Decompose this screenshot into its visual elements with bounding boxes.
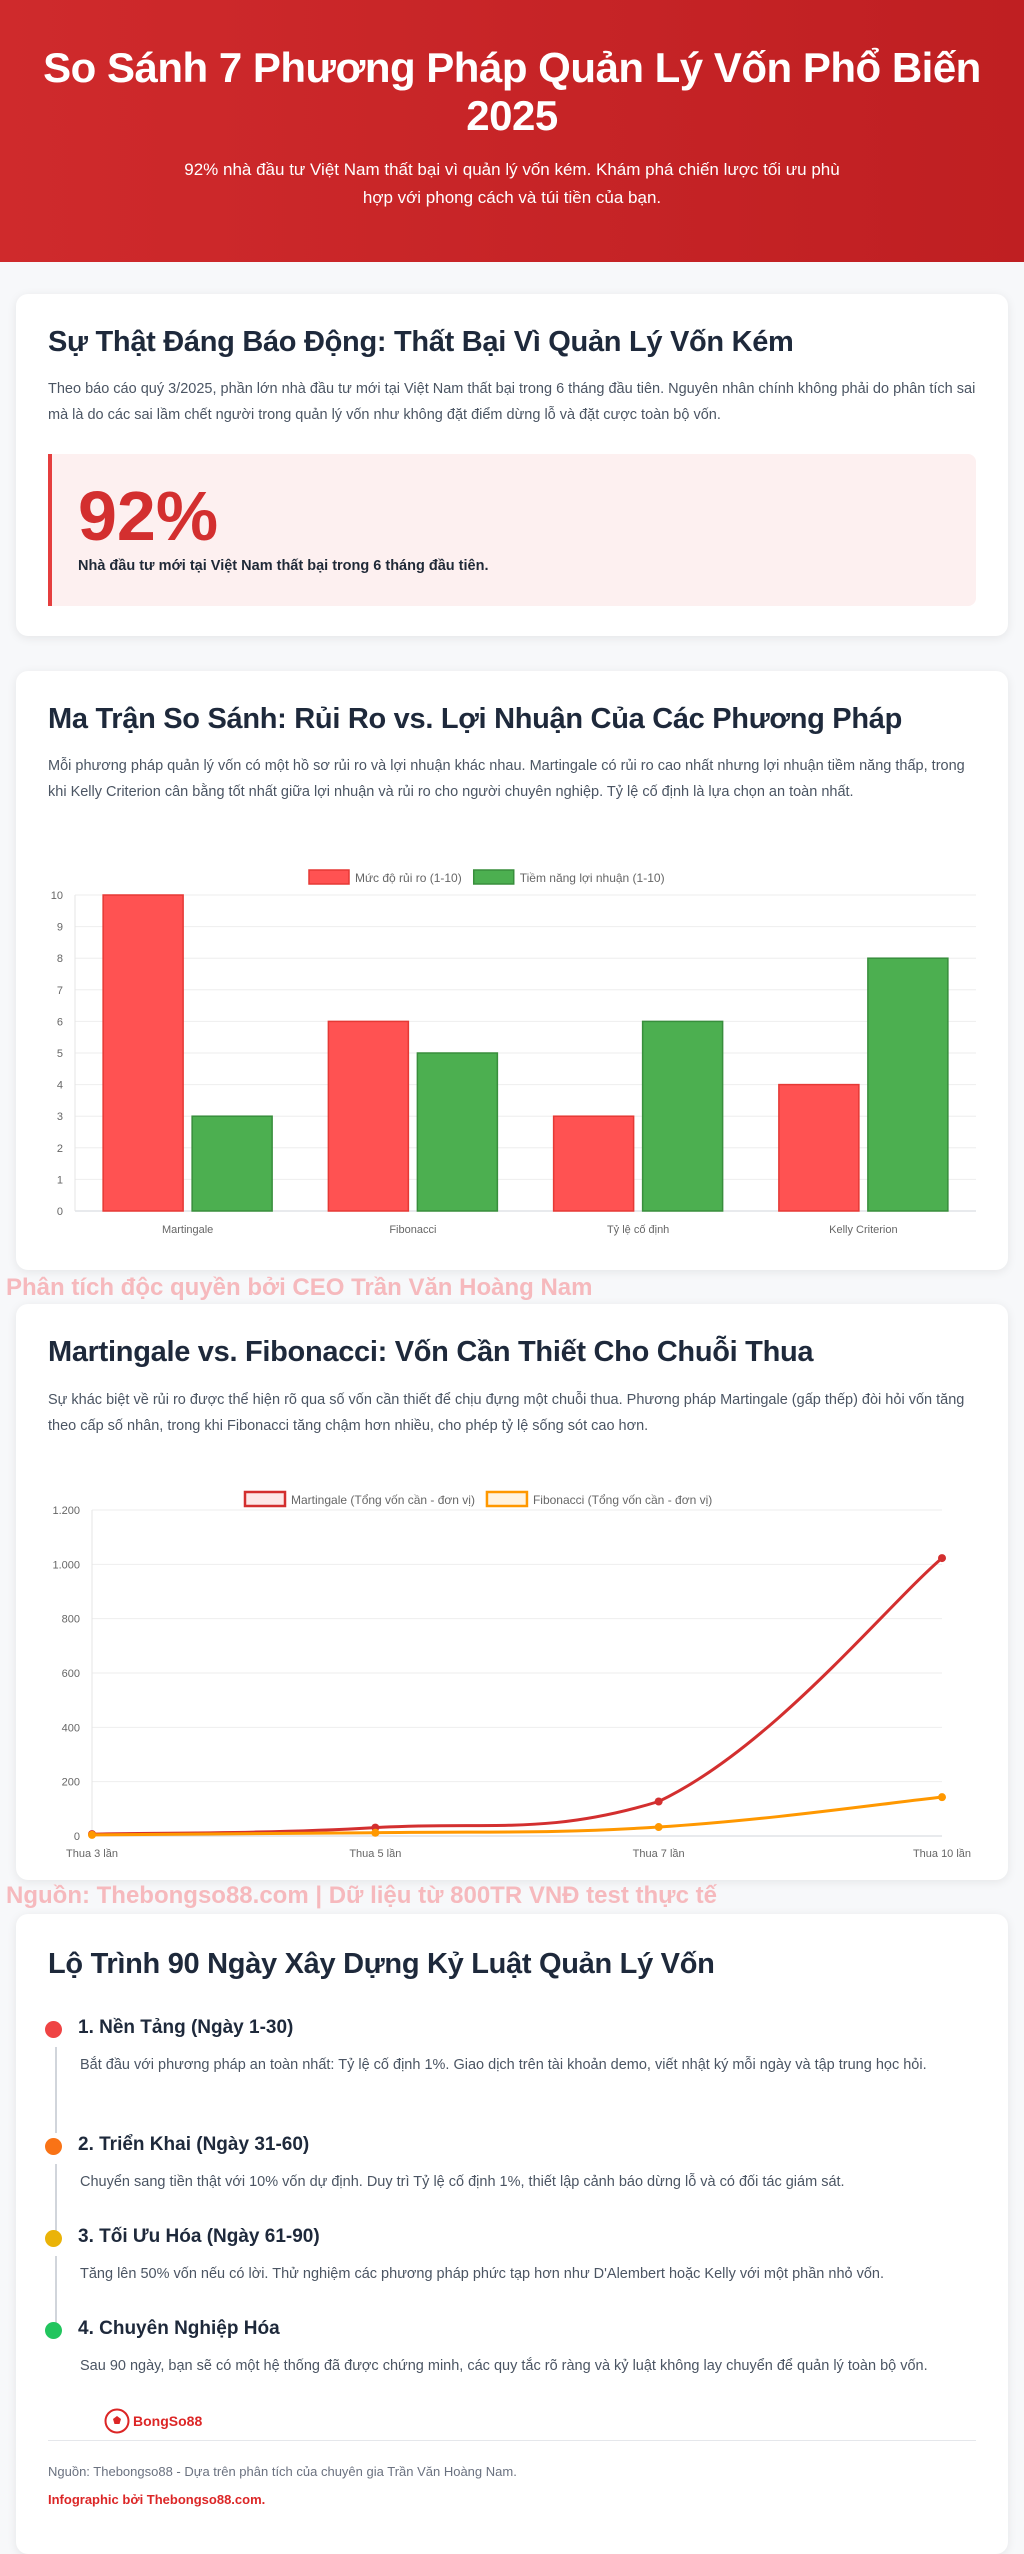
y-tick-label: 800 (62, 1614, 80, 1626)
step-dot-icon (45, 2138, 62, 2155)
capital-line-chart: 0 200 400 600 800 1.000 1.200 Thua 3 lần Thua 5 … (52, 1490, 971, 1860)
section-title: Ma Trận So Sánh: Rủi Ro vs. Lợi Nhuận Củ… (48, 703, 903, 735)
section-text: Sự khác biệt về rủi ro được thể hiện rõ … (48, 1392, 965, 1434)
logo-text: BongSo88 (133, 2413, 203, 2429)
step-dot-icon (45, 2021, 62, 2038)
series-line (91, 1795, 943, 1837)
x-tick-label: Thua 10 lần (913, 1848, 971, 1860)
data-point (938, 1793, 946, 1802)
legend-label: Martingale (Tổng vốn cần - đơn vị) (291, 1493, 475, 1507)
y-tick-label: 5 (57, 1048, 63, 1060)
legend-label: Tiềm năng lợi nhuận (1-10) (520, 871, 665, 885)
y-tick-label: 0 (74, 1831, 80, 1843)
data-point (654, 1797, 663, 1806)
bar-risk (102, 894, 184, 1212)
legend-swatch (243, 1490, 287, 1508)
x-tick-label: Thua 3 lần (66, 1848, 118, 1860)
timeline-line (55, 2164, 57, 2240)
legend-label: Mức độ rủi ro (1-10) (355, 871, 462, 885)
bar-risk (327, 1020, 410, 1212)
timeline-line (55, 2256, 57, 2332)
stat-callout: 92% Nhà đầu tư mới tại Việt Nam thất bại… (48, 454, 976, 606)
step-title: 3. Tối Ưu Hóa (Ngày 61-90) (78, 2226, 320, 2247)
x-tick-label: Thua 7 lần (633, 1848, 685, 1860)
y-tick-label: 6 (57, 1016, 63, 1028)
timeline-line (55, 2047, 57, 2133)
y-tick-label: 10 (51, 890, 63, 902)
x-tick-label: Martingale (162, 1224, 213, 1236)
legend-swatch (308, 869, 350, 885)
data-point (371, 1828, 380, 1837)
step-text: Tăng lên 50% vốn nếu có lời. Thử nghiệm … (80, 2266, 885, 2282)
section-title: Lộ Trình 90 Ngày Xây Dựng Kỷ Luật Quản L… (48, 1948, 715, 1980)
y-tick-label: 400 (62, 1722, 80, 1734)
y-tick-label: 9 (57, 922, 63, 934)
y-tick-label: 0 (57, 1206, 63, 1218)
series-line (91, 1556, 943, 1836)
step-title: 4. Chuyên Nghiệp Hóa (78, 2318, 280, 2339)
divider (48, 2440, 976, 2441)
bar-risk (552, 1115, 635, 1212)
data-point (654, 1823, 663, 1832)
y-tick-label: 1 (57, 1174, 63, 1186)
risk-return-bar-chart: 0 1 2 3 4 5 6 7 8 9 10 Martingale Fibonacci Tỷ lệ cố … (51, 869, 976, 1236)
step-text: Bắt đầu với phương pháp an toàn nhất: Tỷ… (80, 2057, 927, 2073)
x-tick-label: Kelly Criterion (829, 1224, 897, 1236)
page-subtitle: 92% nhà đầu tư Việt Nam thất bại vì quản… (184, 160, 840, 207)
bar-return (867, 957, 949, 1212)
y-tick-label: 3 (57, 1111, 63, 1123)
step-dot-icon (45, 2322, 62, 2339)
y-tick-label: 1.000 (52, 1559, 80, 1571)
legend-swatch (472, 869, 515, 885)
section-text: Mỗi phương pháp quản lý vốn có một hồ sơ… (48, 758, 965, 800)
section-text: Theo báo cáo quý 3/2025, phần lớn nhà đầ… (48, 381, 976, 423)
page-title: So Sánh 7 Phương Pháp Quản Lý Vốn Phổ Bi… (43, 44, 981, 139)
bar-risk (778, 1083, 860, 1212)
section-title: Sự Thật Đáng Báo Động: Thất Bại Vì Quản … (48, 326, 794, 358)
credit-link[interactable]: Infographic bởi Thebongso88.com. (48, 2492, 266, 2507)
data-point (88, 1830, 96, 1839)
x-tick-label: Thua 5 lần (349, 1848, 401, 1860)
losing-streak-card: Martingale vs. Fibonacci: Vốn Cần Thiết … (16, 1304, 1008, 1880)
matrix-card: Ma Trận So Sánh: Rủi Ro vs. Lợi Nhuận Củ… (16, 671, 1008, 1270)
y-tick-label: 200 (62, 1777, 80, 1789)
stat-value: 92% (78, 477, 219, 555)
bar-return (641, 1020, 724, 1212)
step-title: 1. Nền Tảng (Ngày 1-30) (78, 2017, 294, 2038)
soccer-ball-icon (104, 2408, 130, 2434)
section-title: Martingale vs. Fibonacci: Vốn Cần Thiết … (48, 1336, 814, 1368)
bongso88-logo: BongSo88 (104, 2408, 202, 2434)
stat-caption: Nhà đầu tư mới tại Việt Nam thất bại tro… (78, 558, 489, 574)
bar-return (191, 1115, 273, 1212)
step-text: Chuyển sang tiền thật với 10% vốn dự địn… (80, 2174, 845, 2190)
y-tick-label: 600 (62, 1668, 80, 1680)
step-text: Sau 90 ngày, bạn sẽ có một hệ thống đã đ… (80, 2358, 928, 2374)
y-tick-label: 1.200 (52, 1505, 80, 1517)
bar-return (416, 1052, 499, 1212)
y-tick-label: 8 (57, 953, 63, 965)
x-tick-label: Tỷ lệ cố định (607, 1224, 669, 1236)
legend-label: Fibonacci (Tổng vốn cần - đơn vị) (533, 1493, 712, 1507)
fact-card: Sự Thật Đáng Báo Động: Thất Bại Vì Quản … (16, 294, 1008, 636)
roadmap-card: Lộ Trình 90 Ngày Xây Dựng Kỷ Luật Quản L… (16, 1914, 1008, 2554)
legend-swatch (485, 1490, 529, 1508)
watermark: Nguồn: Thebongso88.com | Dữ liệu từ 800T… (6, 1882, 717, 1909)
y-tick-label: 4 (57, 1080, 63, 1092)
hero-header: So Sánh 7 Phương Pháp Quản Lý Vốn Phổ Bi… (0, 0, 1024, 262)
source-note: Nguồn: Thebongso88 - Dựa trên phân tích … (48, 2464, 517, 2479)
y-tick-label: 7 (57, 985, 63, 997)
step-dot-icon (45, 2230, 62, 2247)
y-tick-label: 2 (57, 1143, 63, 1155)
x-tick-label: Fibonacci (389, 1224, 436, 1236)
data-point (938, 1554, 946, 1563)
step-title: 2. Triển Khai (Ngày 31-60) (78, 2134, 310, 2155)
watermark: Phân tích độc quyền bởi CEO Trần Văn Hoà… (6, 1274, 593, 1301)
